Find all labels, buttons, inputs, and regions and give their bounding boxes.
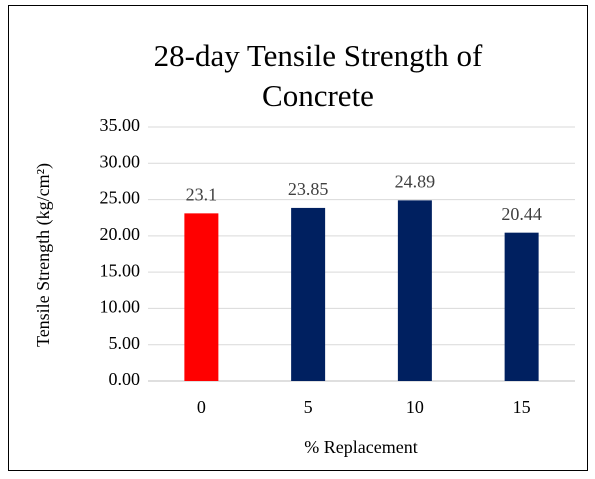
y-tick-label: 25.00 <box>100 188 141 208</box>
y-tick-label: 20.00 <box>100 224 141 244</box>
y-tick-label: 35.00 <box>100 115 141 135</box>
y-axis-label: Tensile Strength (kg/cm²) <box>33 163 54 347</box>
x-axis-label: % Replacement <box>304 437 417 457</box>
frame-border <box>8 5 588 471</box>
data-label: 20.44 <box>501 204 542 224</box>
y-tick-label: 30.00 <box>100 151 141 171</box>
y-tick-label: 0.00 <box>109 369 141 389</box>
chart-title: 28-day Tensile Strength of Concrete <box>153 38 483 113</box>
y-tick-label: 5.00 <box>109 333 141 353</box>
data-label: 24.89 <box>395 171 436 191</box>
bar <box>184 213 219 381</box>
x-tick-label: 0 <box>197 397 206 417</box>
bar <box>291 207 326 381</box>
data-label: 23.85 <box>288 179 329 199</box>
x-tick-label: 15 <box>513 397 531 417</box>
x-tick-label: 10 <box>406 397 424 417</box>
y-tick-label: 15.00 <box>100 260 141 280</box>
bar <box>504 232 539 381</box>
data-label: 23.1 <box>186 184 218 204</box>
x-tick-label: 5 <box>304 397 313 417</box>
y-tick-label: 10.00 <box>100 297 141 317</box>
bar <box>397 200 432 381</box>
